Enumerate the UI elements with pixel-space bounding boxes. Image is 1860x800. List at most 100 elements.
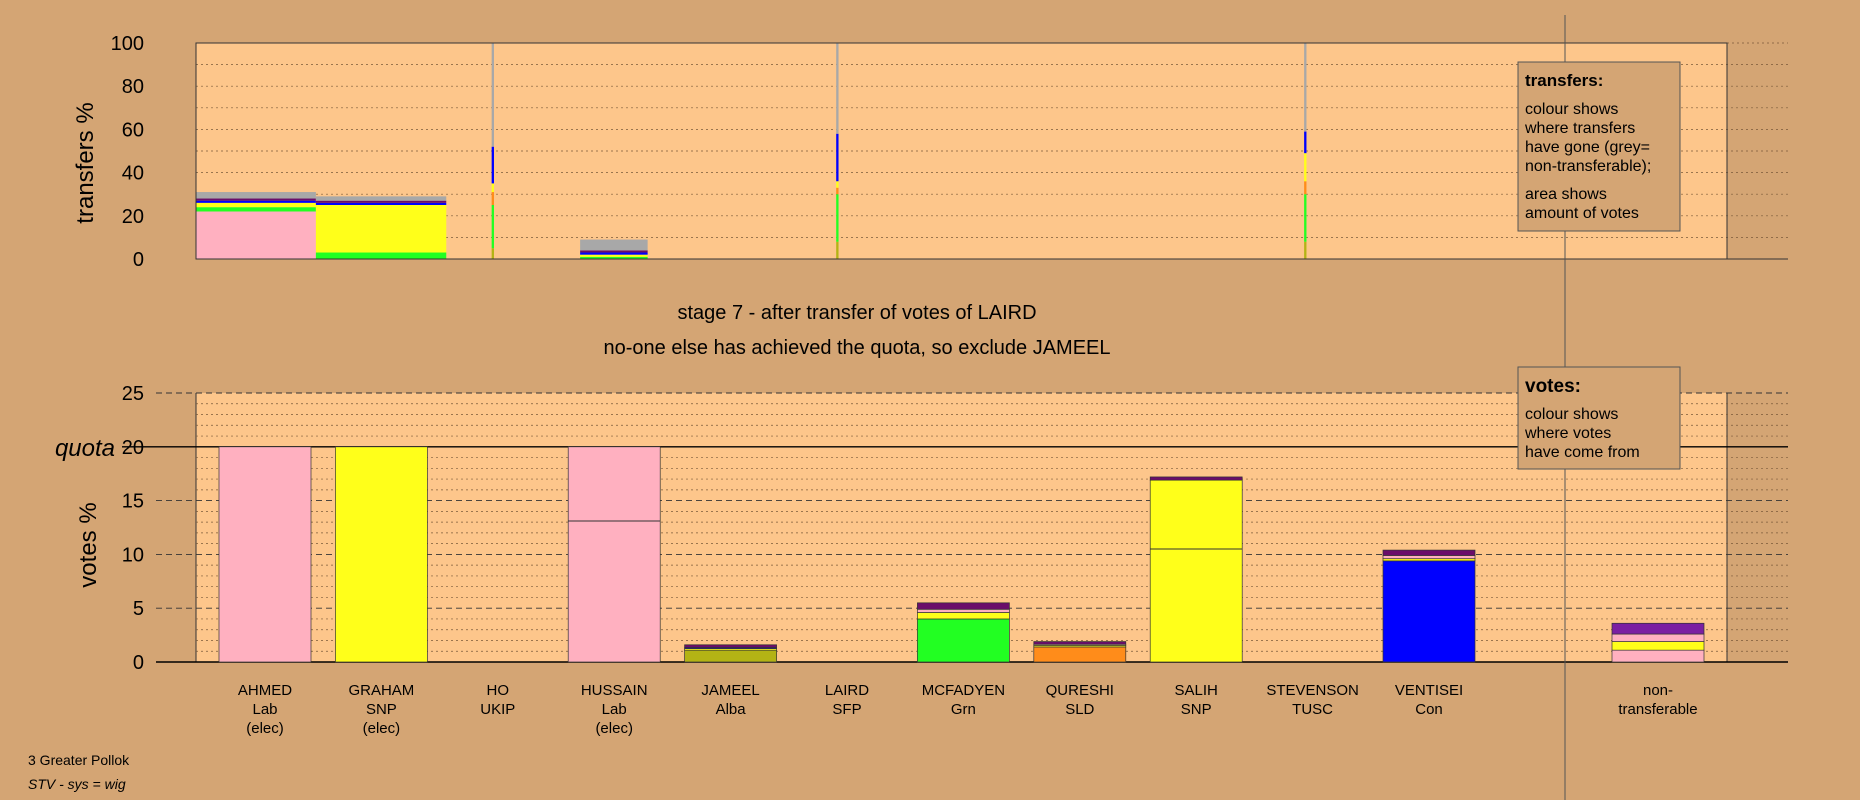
votes-y-tick-label: 0 xyxy=(133,652,144,674)
votes-legend-line: colour shows xyxy=(1525,406,1618,423)
transfers-y-tick-label: 100 xyxy=(111,33,144,55)
transfers-plot-frame xyxy=(195,42,1728,260)
action-description: no-one else has achieved the quota, so e… xyxy=(604,337,1111,359)
candidate-label-laird: SFP xyxy=(832,701,861,718)
candidate-label-graham: SNP xyxy=(366,701,397,718)
votes-y-tick-label: 15 xyxy=(122,491,144,513)
candidate-label-ho: UKIP xyxy=(480,701,515,718)
votes-legend-title: votes: xyxy=(1525,376,1581,397)
transfer-segment-con xyxy=(196,200,316,203)
candidate-label-jameel: Alba xyxy=(716,701,747,718)
transfers-y-tick-label: 60 xyxy=(122,119,144,141)
vote-segment-ventisei-lab xyxy=(1382,555,1476,560)
transfer-segment-grn xyxy=(580,256,648,259)
constituency-name: 3 Greater Pollok xyxy=(28,752,130,768)
candidate-label-salih: SNP xyxy=(1181,701,1212,718)
candidate-label-nontransferable: non- xyxy=(1643,682,1673,699)
candidate-label-ahmed: AHMED xyxy=(238,682,292,699)
votes-legend-line: have come from xyxy=(1525,444,1640,461)
candidate-label-graham: (elec) xyxy=(363,720,401,737)
transfers-y-axis-label: transfers % xyxy=(72,102,99,223)
votes-y-tick-label: 10 xyxy=(122,544,144,566)
candidate-label-ventisei: VENTISEI xyxy=(1395,682,1463,699)
transfers-legend: transfers: colour shows where transfers … xyxy=(1517,61,1681,232)
transfers-y-tick-label: 40 xyxy=(122,163,144,185)
votes-legend: votes: colour shows where votes have com… xyxy=(1517,366,1681,470)
votes-bars xyxy=(218,446,1705,663)
votes-y-tick-label: 5 xyxy=(133,598,144,620)
candidate-label-stevenson: TUSC xyxy=(1292,701,1333,718)
transfer-segment-nontransferable xyxy=(196,192,316,199)
transfers-legend-line: amount of votes xyxy=(1525,205,1639,222)
vote-segment-qureshi-sld xyxy=(1033,646,1127,663)
vote-segment-jameel-tusc xyxy=(684,644,777,648)
transfer-segment-nontransferable xyxy=(491,43,494,147)
transfer-segment-con xyxy=(315,202,447,205)
transfer-segment-sld xyxy=(1304,181,1307,195)
transfer-segment-con xyxy=(491,146,494,184)
candidate-label-stevenson: STEVENSON xyxy=(1266,682,1359,699)
transfer-segment-grn xyxy=(836,194,839,242)
vote-segment-mcfadyen-lab xyxy=(917,608,1010,613)
candidate-label-ventisei: Con xyxy=(1415,701,1443,718)
transfers-y-tick-label: 80 xyxy=(122,76,144,98)
transfer-segment-alba xyxy=(491,248,494,259)
vote-segment-hussain-lab xyxy=(567,446,661,663)
candidate-label-jameel: JAMEEL xyxy=(701,682,759,699)
transfer-segment-alba xyxy=(1304,241,1307,259)
candidate-label-hussain: Lab xyxy=(602,701,627,718)
votes-y-tick-label: 25 xyxy=(122,383,144,405)
candidate-label-mcfadyen: Grn xyxy=(951,701,976,718)
transfers-legend-line: have gone (grey= xyxy=(1525,139,1650,156)
transfer-segment-grn xyxy=(1304,194,1307,242)
candidate-label-qureshi: QURESHI xyxy=(1046,682,1114,699)
candidate-label-hussain: (elec) xyxy=(595,720,633,737)
transfer-segment-nontransferable xyxy=(1304,43,1307,132)
stage-description: stage 7 - after transfer of votes of LAI… xyxy=(677,302,1036,324)
counting-system: STV - sys = wig xyxy=(28,776,126,792)
votes-y-axis-label: votes % xyxy=(75,502,102,587)
transfers-panel: 0 20 40 60 80 100 transfers % xyxy=(72,33,1788,271)
transfer-segment-alba xyxy=(836,241,839,259)
transfer-segment-tusc xyxy=(315,200,447,203)
transfer-segment-con xyxy=(1304,131,1307,154)
vote-segment-nontransferable-lab xyxy=(1611,633,1705,642)
transfers-y-tick-label: 0 xyxy=(133,249,144,271)
vote-segment-salih-snp xyxy=(1149,479,1243,663)
transfer-segment-tusc xyxy=(196,198,316,201)
candidate-label-nontransferable: transferable xyxy=(1618,701,1697,718)
transfers-legend-title: transfers: xyxy=(1525,71,1603,90)
transfer-segment-con xyxy=(836,133,839,182)
candidate-label-salih: SALIH xyxy=(1175,682,1218,699)
transfers-bars xyxy=(196,43,1307,259)
candidate-labels: AHMED Lab (elec) GRAHAM SNP (elec) HO UKIP HUSSA… xyxy=(238,682,1698,737)
transfers-y-tick-label: 20 xyxy=(122,206,144,228)
candidate-label-qureshi: SLD xyxy=(1065,701,1094,718)
vote-segment-qureshi-tusc xyxy=(1033,641,1127,645)
vote-segment-ahmed-lab xyxy=(218,446,312,663)
vote-segment-mcfadyen-grn xyxy=(917,618,1010,663)
vote-segment-mcfadyen-snp xyxy=(917,612,1010,620)
candidate-label-ahmed: (elec) xyxy=(246,720,284,737)
candidate-label-laird: LAIRD xyxy=(825,682,869,699)
transfers-legend-line: colour shows xyxy=(1525,101,1618,118)
transfer-segment-sld xyxy=(491,192,494,205)
votes-y-ticks: 0 5 10 15 20 25 xyxy=(122,383,144,674)
vote-segment-graham-snp xyxy=(335,446,428,663)
vote-segment-nontransferable-ukip xyxy=(1611,622,1705,635)
candidate-label-ho: HO xyxy=(487,682,510,699)
vote-segment-ventisei-tusc xyxy=(1382,549,1476,556)
transfer-segment-grn xyxy=(491,205,494,249)
transfer-segment-nontransferable xyxy=(315,196,447,201)
transfer-segment-lab xyxy=(196,211,316,259)
vote-segment-mcfadyen-tusc xyxy=(917,602,1010,610)
transfer-segment-nontransferable xyxy=(580,239,648,251)
votes-y-tick-label: 20 xyxy=(122,437,144,459)
transfer-segment-tusc xyxy=(580,250,648,253)
transfers-legend-line: where transfers xyxy=(1524,120,1635,137)
transfers-y-ticks: 0 20 40 60 80 100 xyxy=(111,33,144,271)
quota-label: quota xyxy=(55,435,115,462)
votes-panel: 0 5 10 15 20 25 votes % quota AHMED Lab (elec) G… xyxy=(55,383,1788,737)
transfer-segment-snp xyxy=(315,205,447,253)
